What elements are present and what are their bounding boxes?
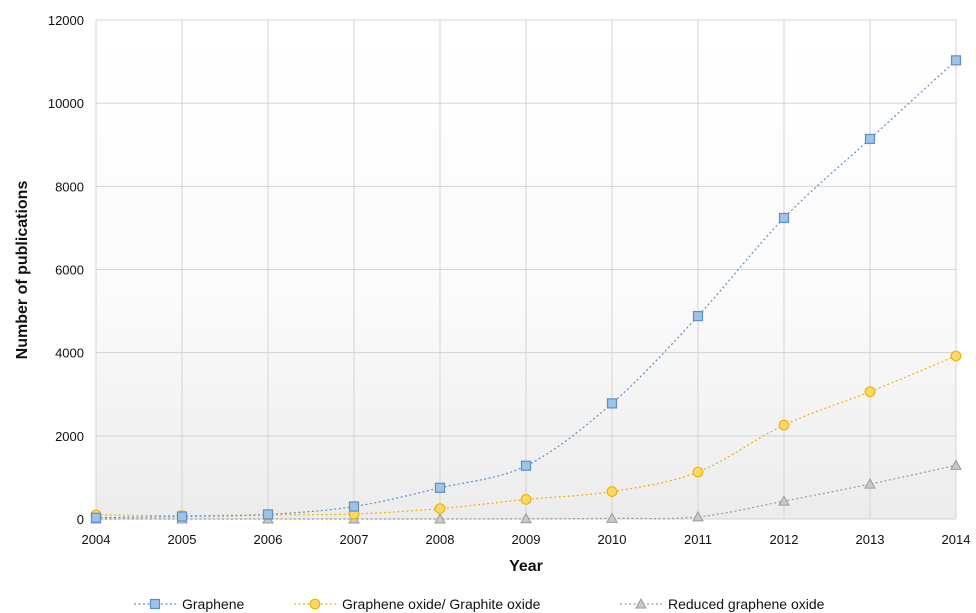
legend-label: Graphene [182,596,244,612]
data-point [778,419,790,431]
data-point [434,482,446,493]
y-tick-label: 6000 [55,263,84,278]
data-point [348,501,360,512]
data-point [692,510,704,522]
legend-item: Graphene [134,596,244,612]
data-point [950,459,962,470]
legend-item: Reduced graphene oxide [620,596,825,612]
data-point [606,512,618,523]
x-tick-label: 2008 [426,532,455,547]
data-point [864,133,876,145]
y-tick-label: 0 [77,512,84,527]
y-tick-label: 4000 [55,346,84,361]
data-point [778,212,790,224]
data-point [606,486,618,497]
y-tick-label: 12000 [48,13,84,28]
x-axis-title: Year [509,558,543,575]
x-tick-labels: 2004 2005 2006 2007 2008 2009 2010 2011 2012 2013… [82,532,971,547]
data-point [434,503,446,515]
data-point [692,310,704,322]
data-point [520,460,532,471]
legend-item: Graphene oxide/ Graphite oxide [294,596,541,612]
y-axis-title: Number of publications [14,181,31,360]
series-layer [90,55,962,524]
series-line [96,464,957,520]
data-point [176,511,188,522]
x-tick-label: 2010 [598,532,627,547]
data-point [950,350,962,362]
data-point [520,494,532,505]
legend: Graphene Graphene oxide/ Graphite oxide Re… [134,596,825,612]
data-point [434,512,446,524]
x-tick-label: 2012 [770,532,799,547]
x-tick-label: 2014 [942,532,971,547]
data-point [864,386,876,398]
series-square [90,55,962,523]
data-point [778,495,790,506]
y-tick-label: 10000 [48,96,84,111]
data-point [950,55,962,66]
x-tick-label: 2006 [254,532,283,547]
legend-marker [149,598,161,610]
data-point [262,509,274,520]
x-tick-label: 2013 [856,532,885,547]
data-point [520,512,532,524]
y-tick-labels: 0 2000 4000 6000 8000 10000 12000 [48,13,84,527]
data-point [864,478,876,489]
x-tick-label: 2009 [512,532,541,547]
data-point [692,466,704,478]
legend-label: Graphene oxide/ Graphite oxide [342,596,541,612]
x-tick-label: 2007 [340,532,369,547]
x-tick-label: 2011 [684,532,712,547]
y-tick-label: 8000 [55,179,84,194]
y-tick-label: 2000 [55,429,84,444]
grid [95,19,957,520]
legend-marker [309,598,321,610]
legend-label: Reduced graphene oxide [668,596,825,612]
x-tick-label: 2005 [168,532,197,547]
legend-marker [635,597,647,609]
data-point [90,512,102,523]
data-point [606,398,618,409]
x-tick-label: 2004 [82,532,111,547]
